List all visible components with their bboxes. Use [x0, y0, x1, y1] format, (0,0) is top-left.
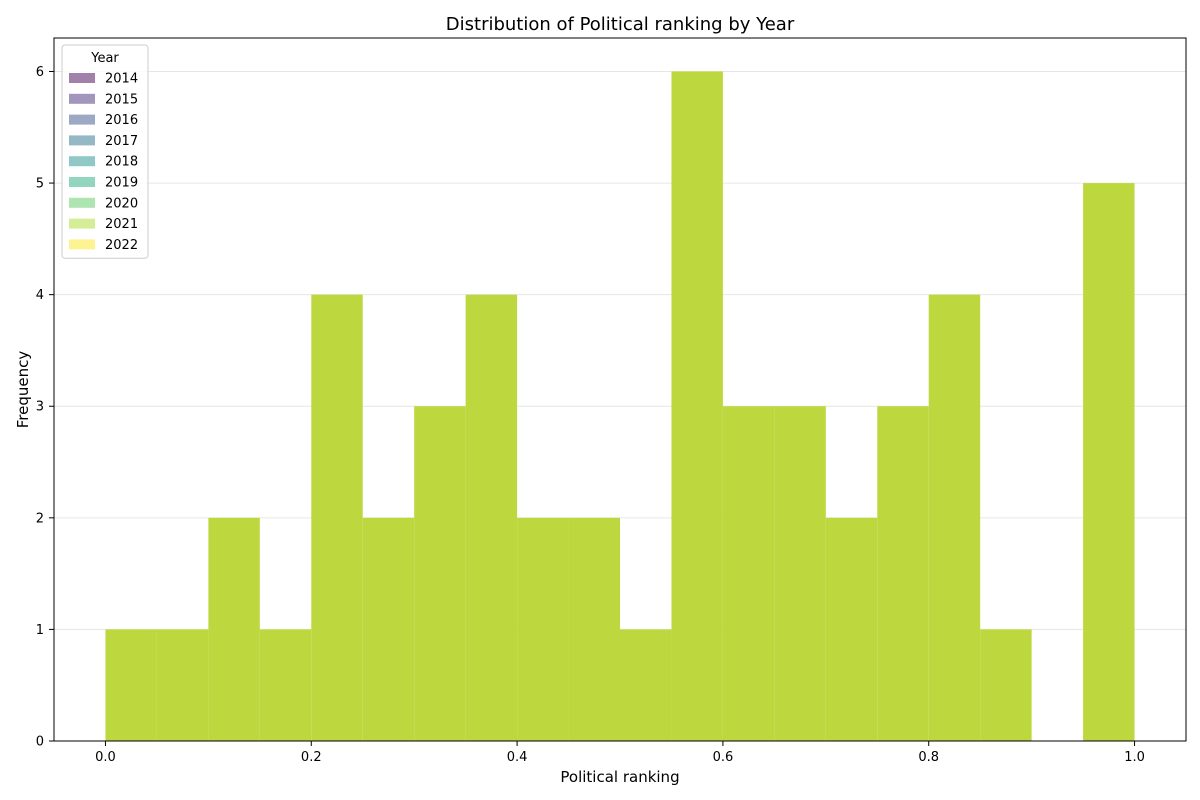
y-tick-label: 5 [36, 177, 44, 192]
y-tick-label: 0 [36, 735, 44, 750]
legend-swatch [69, 218, 95, 229]
legend-label: 2021 [105, 217, 138, 232]
legend-label: 2015 [105, 92, 138, 107]
legend-swatch [69, 156, 95, 167]
histogram-bar [825, 517, 878, 741]
histogram-bar [928, 294, 981, 741]
histogram-bar [774, 406, 826, 741]
legend-entries: 2014 2015 2016 2017 2018 2019 2020 2021 2022 [69, 72, 138, 253]
x-axis-ticks: 0.0 0.2 0.4 0.6 0.8 1.0 [95, 741, 1145, 765]
legend-swatch [69, 177, 95, 187]
histogram-bar [568, 517, 620, 741]
legend-label: 2018 [105, 155, 138, 170]
legend-label: 2016 [105, 113, 138, 128]
histogram-bar [259, 629, 312, 741]
chart-title: Distribution of Political ranking by Yea… [446, 14, 795, 35]
legend-label: 2020 [105, 196, 138, 211]
histogram-bar [877, 406, 929, 741]
legend-swatch [69, 114, 95, 125]
plot-area-frame [53, 37, 1187, 742]
x-tick-label: 0.6 [713, 750, 734, 765]
x-tick-label: 1.0 [1124, 750, 1145, 765]
x-tick-label: 0.4 [507, 750, 528, 765]
legend-label: 2022 [105, 238, 138, 253]
x-tick-label: 0.2 [301, 750, 322, 765]
legend-swatch [69, 197, 95, 208]
histogram-bar [208, 517, 260, 741]
legend: Year 2014 2015 2016 2017 2018 2019 2020 2021 202… [61, 44, 149, 259]
histogram-bar [311, 294, 363, 741]
histogram-bar [722, 406, 775, 741]
y-axis-ticks: 0 1 2 3 4 5 6 [36, 65, 54, 750]
legend-label: 2019 [105, 176, 138, 191]
histogram-bar [465, 294, 518, 741]
legend-swatch [69, 239, 95, 250]
histogram-bar [105, 629, 157, 741]
histogram-bar [671, 71, 723, 741]
histogram-bars [105, 71, 1135, 742]
histogram-bar [156, 629, 209, 741]
legend-title: Year [90, 51, 119, 66]
y-tick-label: 6 [36, 65, 44, 80]
legend-swatch [69, 93, 95, 104]
legend-swatch [69, 73, 95, 83]
histogram-bar [362, 517, 415, 741]
y-tick-label: 4 [36, 288, 44, 303]
y-axis-label: Frequency [14, 351, 32, 429]
y-tick-label: 1 [36, 623, 44, 638]
x-tick-label: 0.0 [95, 750, 116, 765]
histogram-bar [980, 629, 1032, 741]
x-axis-label: Political ranking [560, 768, 679, 786]
x-tick-label: 0.8 [918, 750, 939, 765]
y-tick-label: 2 [36, 511, 44, 526]
legend-label: 2014 [105, 72, 138, 87]
histogram-bar [620, 629, 672, 741]
legend-swatch [69, 135, 95, 146]
legend-label: 2017 [105, 134, 138, 149]
y-tick-label: 3 [36, 400, 44, 415]
histogram-bar [517, 517, 569, 741]
histogram-bar [414, 406, 466, 741]
histogram-bar [1083, 183, 1135, 742]
